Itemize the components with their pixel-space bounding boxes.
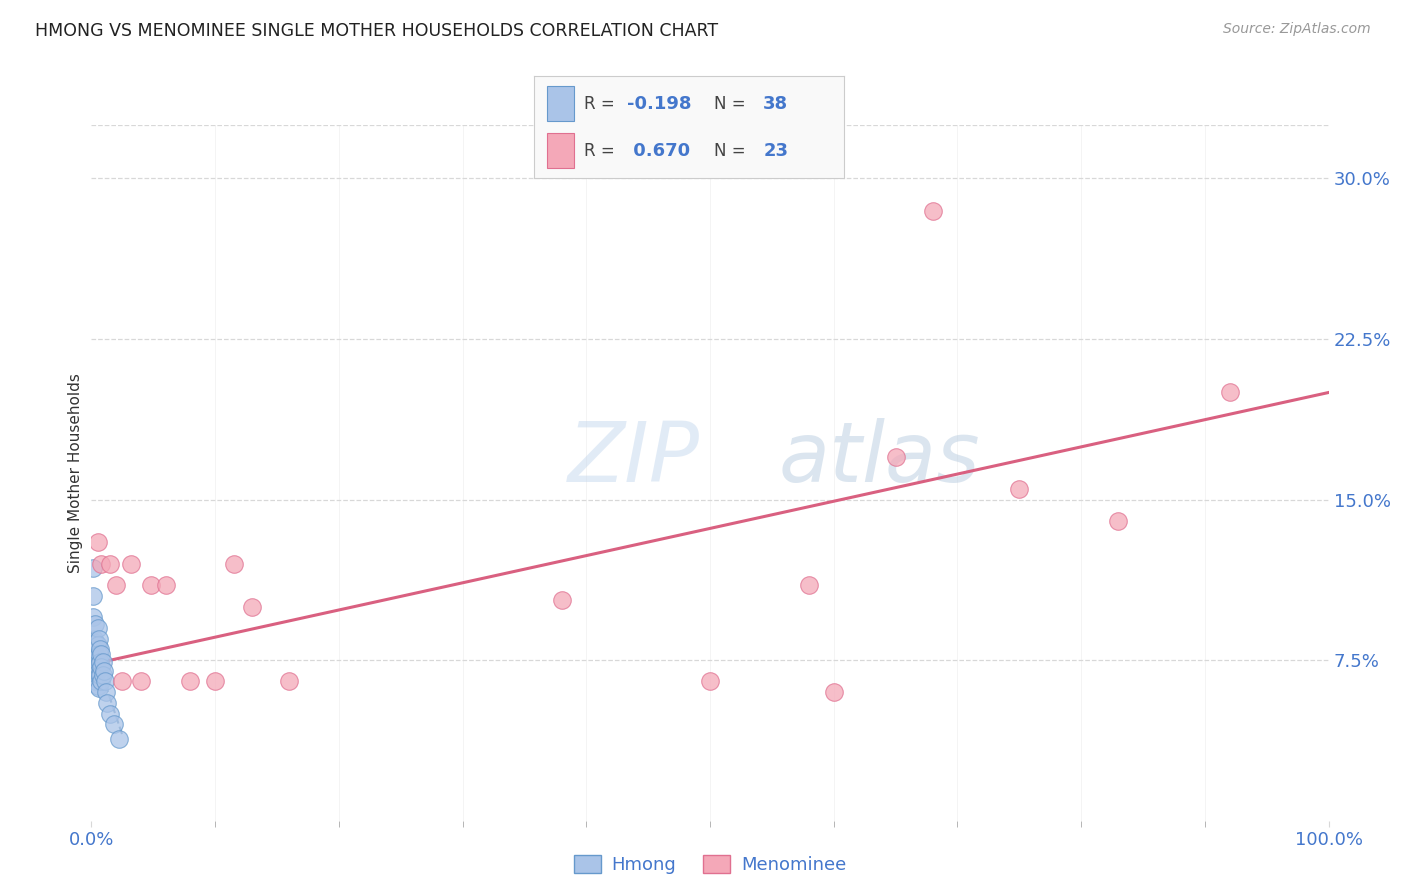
Point: [87, 632, 110, 646]
Point: [82, 589, 104, 603]
Point: [89, 642, 111, 657]
Point: [103, 717, 125, 731]
Point: [84, 674, 107, 689]
Point: [86, 679, 108, 693]
Point: [83, 642, 105, 657]
Point: [129, 674, 152, 689]
Point: [120, 557, 142, 571]
Point: [98, 557, 121, 571]
Point: [84, 636, 107, 650]
Text: 0.670: 0.670: [627, 142, 690, 160]
Point: [86, 664, 108, 678]
Point: [139, 578, 162, 592]
FancyBboxPatch shape: [547, 133, 575, 168]
Point: [83, 632, 105, 646]
Text: R =: R =: [583, 142, 620, 160]
Point: [90, 674, 112, 689]
Point: [884, 450, 907, 464]
Point: [105, 578, 128, 592]
Text: R =: R =: [583, 95, 620, 112]
Point: [86, 651, 108, 665]
Point: [1107, 514, 1129, 528]
Point: [1219, 385, 1241, 400]
Point: [111, 674, 134, 689]
Point: [278, 674, 301, 689]
Point: [222, 557, 245, 571]
Point: [107, 732, 129, 747]
FancyBboxPatch shape: [547, 87, 575, 121]
Point: [797, 578, 820, 592]
Text: 38: 38: [763, 95, 789, 112]
Legend: Hmong, Menominee: Hmong, Menominee: [567, 847, 853, 881]
Point: [90, 659, 112, 673]
Point: [87, 668, 110, 682]
Point: [204, 674, 226, 689]
Point: [87, 657, 110, 672]
Text: 23: 23: [763, 142, 789, 160]
Point: [823, 685, 845, 699]
Point: [91, 655, 114, 669]
Text: N =: N =: [714, 95, 751, 112]
Point: [155, 578, 177, 592]
Point: [699, 674, 721, 689]
Point: [84, 648, 107, 663]
Point: [240, 599, 263, 614]
Point: [86, 621, 108, 635]
Point: [86, 653, 108, 667]
Point: [83, 659, 105, 673]
Point: [89, 668, 111, 682]
Point: [94, 674, 117, 689]
Y-axis label: Single Mother Households: Single Mother Households: [67, 373, 83, 573]
Text: N =: N =: [714, 142, 751, 160]
Point: [86, 638, 108, 652]
Point: [89, 655, 111, 669]
Point: [90, 557, 112, 571]
Text: -0.198: -0.198: [627, 95, 692, 112]
Point: [96, 685, 118, 699]
Point: [86, 636, 108, 650]
Text: ZIP: ZIP: [568, 418, 700, 500]
Point: [87, 681, 110, 695]
Text: HMONG VS MENOMINEE SINGLE MOTHER HOUSEHOLDS CORRELATION CHART: HMONG VS MENOMINEE SINGLE MOTHER HOUSEHO…: [35, 22, 718, 40]
Point: [90, 647, 112, 661]
Point: [93, 664, 115, 678]
Text: Source: ZipAtlas.com: Source: ZipAtlas.com: [1223, 22, 1371, 37]
Point: [87, 647, 110, 661]
Point: [86, 535, 108, 549]
Point: [82, 610, 104, 624]
Point: [84, 616, 107, 631]
Text: atlas: atlas: [778, 418, 980, 500]
Point: [91, 668, 114, 682]
Point: [96, 696, 118, 710]
Point: [550, 593, 572, 607]
Point: [82, 561, 104, 575]
Point: [1008, 482, 1031, 496]
Point: [921, 203, 943, 218]
Point: [84, 659, 107, 673]
Point: [98, 706, 121, 721]
Point: [179, 674, 201, 689]
